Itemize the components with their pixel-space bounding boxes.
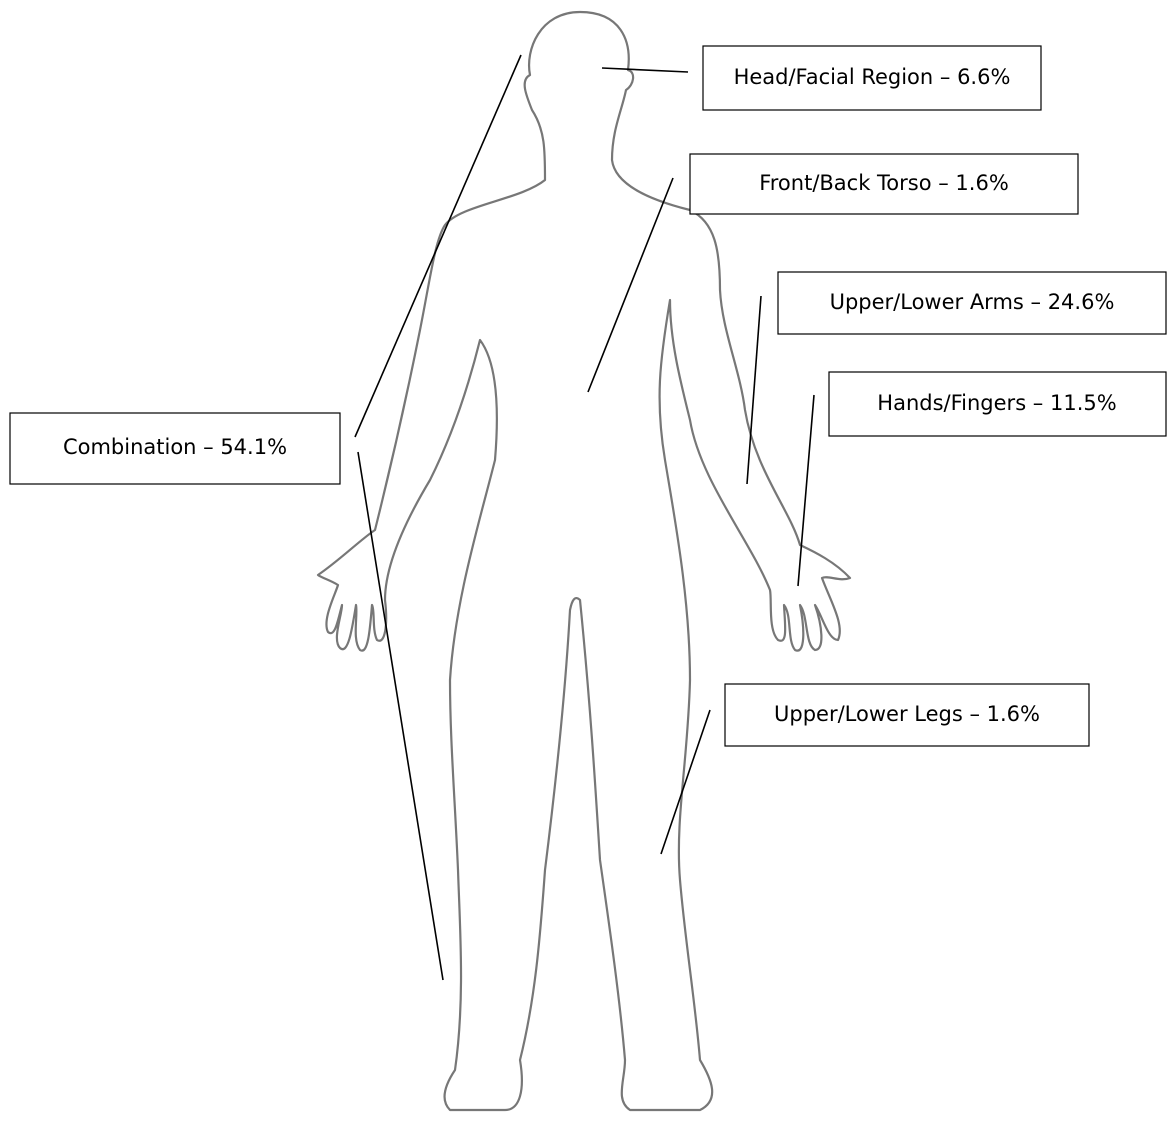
label-text: Upper/Lower Arms – 24.6% (830, 290, 1115, 314)
label-text: Combination – 54.1% (63, 435, 287, 459)
leader-lines (354, 54, 815, 981)
label-legs: Upper/Lower Legs – 1.6% (724, 683, 1090, 747)
label-head: Head/Facial Region – 6.6% (702, 45, 1042, 111)
label-arms: Upper/Lower Arms – 24.6% (777, 271, 1167, 335)
body-outline (316, 10, 852, 1112)
label-text: Front/Back Torso – 1.6% (759, 171, 1009, 195)
label-text: Upper/Lower Legs – 1.6% (774, 702, 1040, 726)
label-text: Head/Facial Region – 6.6% (734, 65, 1011, 89)
label-torso: Front/Back Torso – 1.6% (689, 153, 1079, 215)
label-combination: Combination – 54.1% (9, 412, 341, 485)
label-hands: Hands/Fingers – 11.5% (828, 371, 1167, 437)
label-text: Hands/Fingers – 11.5% (877, 391, 1116, 415)
